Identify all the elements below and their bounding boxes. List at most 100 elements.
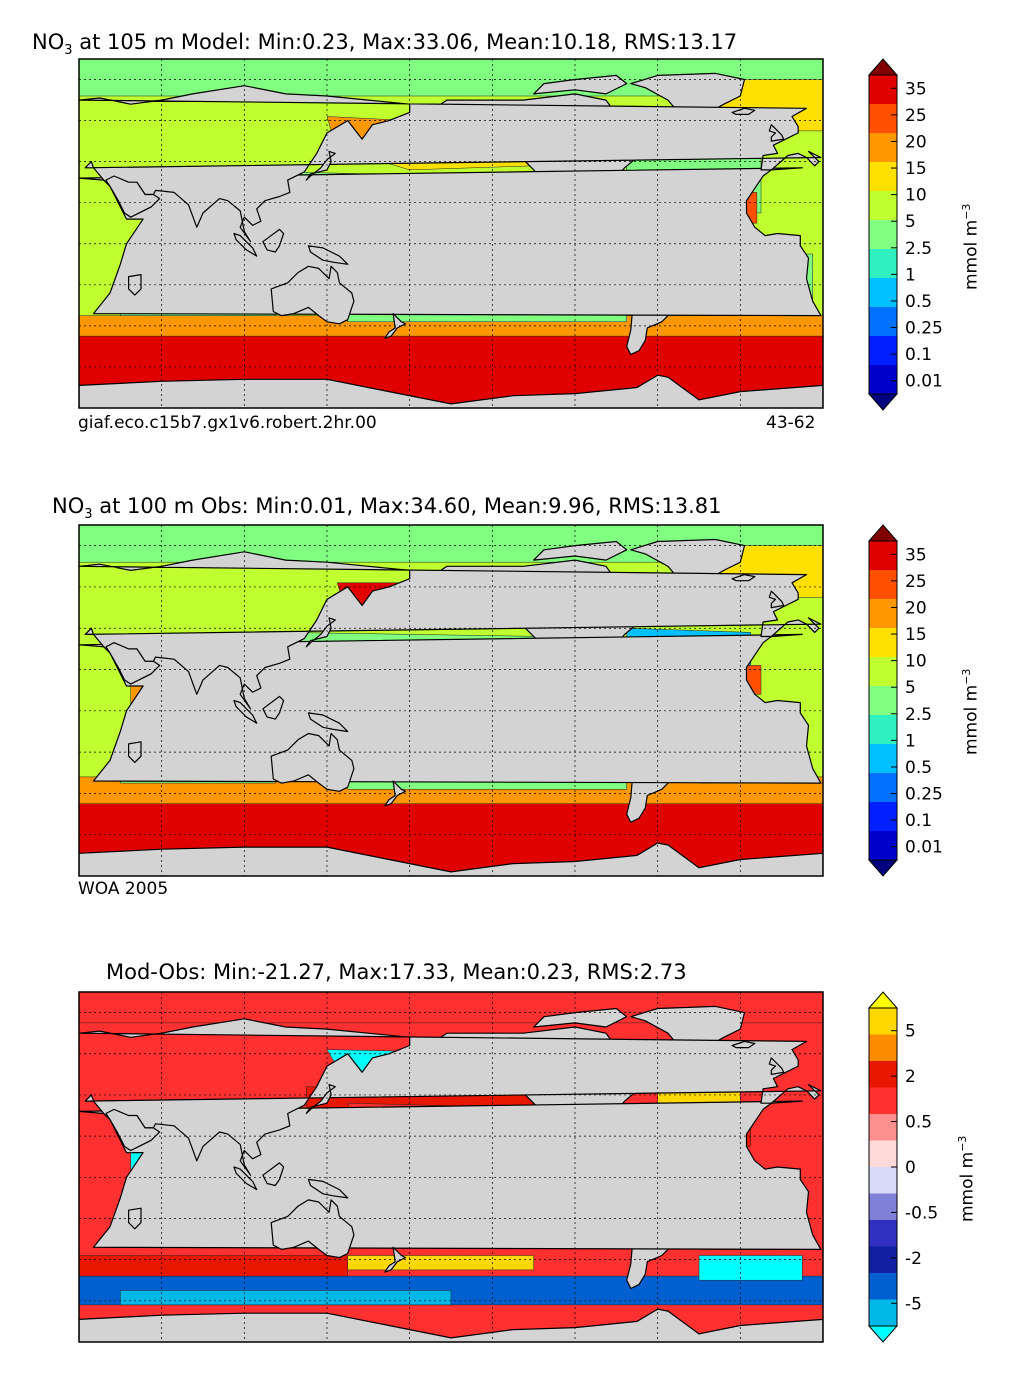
land-uk [768, 1057, 785, 1075]
colorbar-swatch [869, 1220, 897, 1247]
colorbar-tick-label: -5 [905, 1294, 922, 1314]
colorbar-tick-label: 0 [905, 1158, 916, 1178]
land-eurasia [79, 1018, 822, 1176]
land-japan [305, 150, 336, 181]
colorbar-extend-top [867, 58, 899, 76]
colorbar-extend-top [867, 524, 899, 542]
land-iceland [731, 107, 756, 115]
model-years-label: 43-62 [766, 413, 816, 433]
map-field-0 [79, 59, 823, 408]
land-eurasia [79, 85, 822, 243]
south-yellow [347, 1255, 534, 1271]
colorbar-1: 0.01 0.1 0.25 0.5 1 2.5 5 10 15 20 25 35 [867, 524, 943, 877]
land-greenland [630, 72, 746, 122]
colorbar-outline [868, 74, 898, 395]
land-iceland [731, 574, 756, 582]
colorbar-swatch [869, 75, 897, 105]
model-panel-title: NO3 at 105 m Model: Min:0.23, Max:33.06,… [32, 30, 738, 59]
map-frame [78, 524, 824, 877]
land-arabia [105, 175, 161, 218]
colorbar-tick-label: 2.5 [905, 705, 932, 725]
colorbar-swatch [869, 1087, 897, 1115]
arctic-green [79, 59, 823, 97]
colorbar-swatch [869, 744, 897, 774]
land-australia [270, 732, 355, 792]
colorbar-swatch [869, 365, 897, 395]
map-frame [78, 58, 824, 409]
colorbar-tick-label: 0.01 [905, 372, 943, 392]
map-panel-1 [78, 524, 824, 877]
colorbar-tick-label: 5 [905, 678, 916, 698]
colorbar-tick-label: 0.5 [905, 1113, 932, 1133]
land-canadaArc [533, 74, 628, 95]
map-field-2 [79, 992, 823, 1342]
map-field-1 [79, 525, 823, 876]
land-arabia [105, 642, 161, 685]
land-newguinea [307, 245, 349, 265]
colorbar-swatch [869, 278, 897, 308]
map-frame [78, 991, 824, 1343]
colorbar-tick-label: 5 [905, 212, 916, 232]
colorbar-tick-label: 25 [905, 106, 927, 126]
land-australia [270, 265, 355, 325]
land-uk [768, 124, 785, 142]
land-borneo [262, 695, 285, 720]
colorbar-tick-label: 0.25 [905, 319, 943, 339]
colorbar-swatch [869, 831, 897, 861]
land-newguinea [307, 712, 349, 733]
land-eurasia [79, 551, 822, 710]
colorbar-swatch [869, 162, 897, 192]
colorbar-2: -5 -2 -0.5 0 0.5 2 5 [867, 991, 938, 1343]
colorbar-tick-label: 1 [905, 731, 916, 751]
colorbar-tick-label: 35 [905, 79, 927, 99]
land-canadaArc [533, 540, 628, 561]
colorbar-swatch [869, 1273, 897, 1300]
land-canadaArc [533, 1007, 628, 1028]
colorbar-swatch [869, 220, 897, 250]
colorbar-outline [868, 540, 898, 861]
colorbar-tick-label: 10 [905, 186, 927, 206]
colorbar-tick-label: 0.5 [905, 758, 932, 778]
land-japan [305, 1084, 336, 1115]
colorbar-tick-label: 20 [905, 599, 927, 619]
colorbar-swatch [869, 541, 897, 571]
south-red [79, 1255, 348, 1277]
colorbar-swatch [869, 1140, 897, 1168]
colorbar-swatch [869, 657, 897, 687]
colorbar-tick-label: 0.5 [905, 292, 932, 312]
colorbar-swatch [869, 307, 897, 337]
land-uk [768, 590, 785, 609]
colorbar-tick-label: 0.1 [905, 345, 932, 365]
colorbar-swatch [869, 1167, 897, 1194]
colorbar-tick-label: 2.5 [905, 239, 932, 259]
colorbar-swatch [869, 191, 897, 221]
colorbar-swatch [869, 336, 897, 366]
colorbar-swatch [869, 570, 897, 600]
colorbar-tick-label: 25 [905, 572, 927, 592]
colorbar-tick-label: 1 [905, 265, 916, 285]
colorbar-extend-bottom [867, 393, 899, 411]
colorbar-swatch [869, 1299, 897, 1327]
model-run-label: giaf.eco.c15b7.gx1v6.robert.2hr.00 [78, 413, 377, 433]
land-iceland [731, 1040, 756, 1049]
land-antarctica [79, 374, 823, 408]
land-antarctica [79, 1308, 823, 1342]
colorbar-extend-bottom [867, 1325, 899, 1343]
colorbar-swatch [869, 802, 897, 832]
colorbar-swatch [869, 1114, 897, 1141]
colorbar-swatch [869, 1193, 897, 1221]
colorbar-swatch [869, 104, 897, 134]
colorbar-swatch [869, 249, 897, 279]
land-greenland [630, 1005, 746, 1055]
colorbar-swatch [869, 628, 897, 658]
arctic-green [79, 525, 823, 563]
south-cyan [120, 1290, 452, 1306]
land-borneo [262, 1162, 285, 1187]
map-panel-0 [78, 58, 824, 409]
colorbar-extend-bottom [867, 859, 899, 877]
map-panel-2 [78, 991, 824, 1343]
obs-source-label: WOA 2005 [78, 879, 169, 899]
land-newguinea [307, 1178, 349, 1199]
diff-panel-title: Mod-Obs: Min:-21.27, Max:17.33, Mean:0.2… [106, 960, 687, 984]
